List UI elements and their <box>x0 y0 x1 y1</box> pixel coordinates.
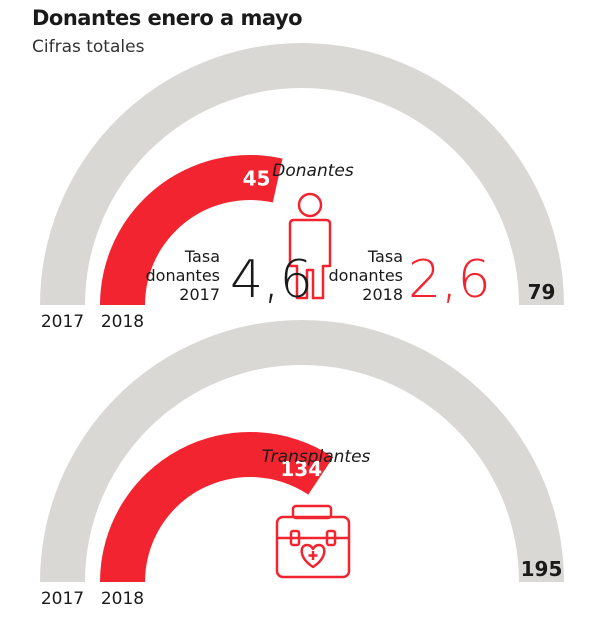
rate-label-2018-line: donantes <box>329 266 403 285</box>
track-2017-2 <box>40 320 564 582</box>
value-label-2017-1: 79 <box>528 280 556 304</box>
rate-value-2017: 4,6 <box>230 250 313 310</box>
value-label-2018-2: 134 <box>280 457 322 481</box>
bar-2018-2 <box>100 432 334 582</box>
chart-title: Donantes enero a mayo <box>32 6 303 30</box>
chart-subtitle: Cifras totales <box>32 37 145 57</box>
medical-case-heart-icon <box>275 504 351 579</box>
rate-value-2018: 2,6 <box>408 250 491 310</box>
series-name-2: Transplantes <box>262 447 371 467</box>
person-outline-icon <box>288 192 332 300</box>
rate-label-2018-line: 2018 <box>362 285 403 304</box>
series-name-1: Donantes <box>272 161 354 181</box>
rate-label-2017-line: Tasa <box>184 247 220 266</box>
year-label-2018-2: 2018 <box>101 589 144 609</box>
bar-2018-1 <box>100 154 283 305</box>
track-2017-1 <box>40 43 564 305</box>
value-label-2017-2: 195 <box>521 557 563 581</box>
value-label-2018-1: 45 <box>243 166 271 190</box>
rate-label-2018-line: Tasa <box>367 247 403 266</box>
rate-label-2017-line: donantes <box>146 266 220 285</box>
year-label-2017-1: 2017 <box>41 312 84 332</box>
year-label-2017-2: 2017 <box>41 589 84 609</box>
rate-label-2017-line: 2017 <box>179 285 220 304</box>
year-label-2018-1: 2018 <box>101 312 144 332</box>
